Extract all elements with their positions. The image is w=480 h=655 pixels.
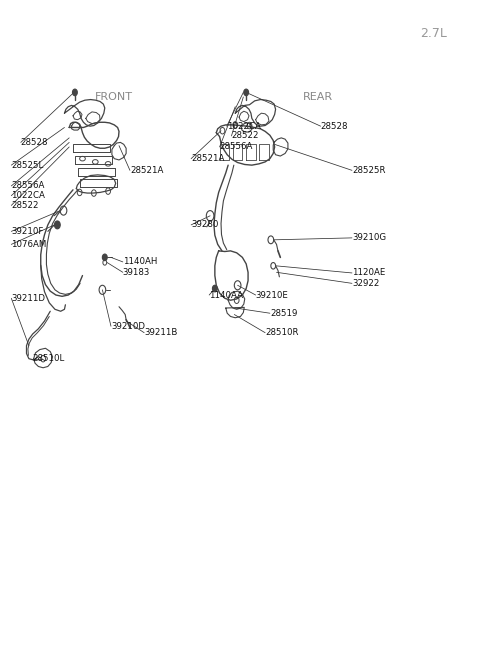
Circle shape xyxy=(72,89,77,96)
Text: 1076AM: 1076AM xyxy=(12,240,47,249)
Text: FRONT: FRONT xyxy=(95,92,133,102)
Circle shape xyxy=(102,254,107,261)
Text: 28528: 28528 xyxy=(321,122,348,130)
Circle shape xyxy=(55,221,60,229)
Text: 28556A: 28556A xyxy=(219,142,253,151)
Circle shape xyxy=(213,286,217,291)
Circle shape xyxy=(244,89,249,96)
Text: 28525R: 28525R xyxy=(352,166,385,175)
Text: 28521A: 28521A xyxy=(130,166,163,175)
Text: REAR: REAR xyxy=(303,92,333,102)
Text: 39210D: 39210D xyxy=(111,322,145,331)
Text: 1022CA: 1022CA xyxy=(227,122,261,130)
Text: 39210F: 39210F xyxy=(12,227,44,236)
Text: 39211D: 39211D xyxy=(12,294,45,303)
Text: 28521A: 28521A xyxy=(191,154,225,163)
Text: 1022CA: 1022CA xyxy=(12,191,45,200)
Text: 1140AA: 1140AA xyxy=(209,291,243,299)
Text: 28525L: 28525L xyxy=(12,160,44,170)
Text: 1140AH: 1140AH xyxy=(123,257,157,267)
Text: 28522: 28522 xyxy=(12,201,39,210)
Text: 39210G: 39210G xyxy=(352,233,386,242)
Text: 2.7L: 2.7L xyxy=(420,28,447,41)
Text: 28510R: 28510R xyxy=(265,328,299,337)
Text: 28528: 28528 xyxy=(21,138,48,147)
Text: 28556A: 28556A xyxy=(12,181,45,191)
Text: 28522: 28522 xyxy=(231,132,259,140)
Text: 28519: 28519 xyxy=(270,309,297,318)
Text: 39280: 39280 xyxy=(191,220,218,229)
Text: 1120AE: 1120AE xyxy=(352,269,385,278)
Text: 28510L: 28510L xyxy=(32,354,64,363)
Text: 39211B: 39211B xyxy=(144,328,178,337)
Text: 39210E: 39210E xyxy=(256,291,288,299)
Text: 32922: 32922 xyxy=(352,279,379,288)
Text: 39183: 39183 xyxy=(123,268,150,277)
